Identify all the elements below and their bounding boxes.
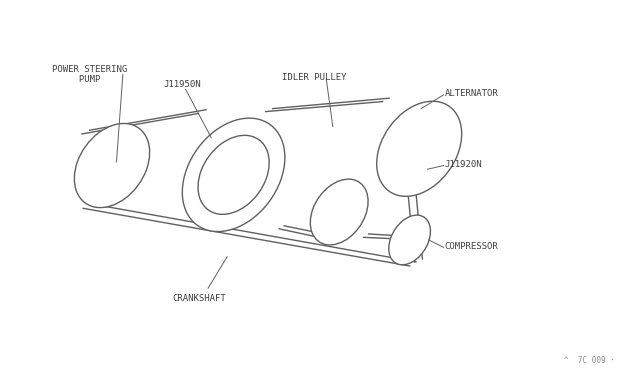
Text: IDLER PULLEY: IDLER PULLEY bbox=[282, 73, 346, 81]
Text: POWER STEERING
     PUMP: POWER STEERING PUMP bbox=[52, 65, 128, 84]
Ellipse shape bbox=[377, 101, 461, 196]
Text: J11920N: J11920N bbox=[445, 160, 483, 169]
Text: CRANKSHAFT: CRANKSHAFT bbox=[173, 294, 227, 303]
Text: ALTERNATOR: ALTERNATOR bbox=[445, 89, 499, 98]
Ellipse shape bbox=[198, 135, 269, 214]
Text: COMPRESSOR: COMPRESSOR bbox=[445, 242, 499, 251]
Text: ^  7C 009 ·: ^ 7C 009 · bbox=[564, 356, 614, 365]
Ellipse shape bbox=[182, 118, 285, 231]
Ellipse shape bbox=[74, 124, 150, 208]
Ellipse shape bbox=[388, 215, 431, 265]
Text: J11950N: J11950N bbox=[163, 80, 201, 89]
Ellipse shape bbox=[310, 179, 368, 245]
